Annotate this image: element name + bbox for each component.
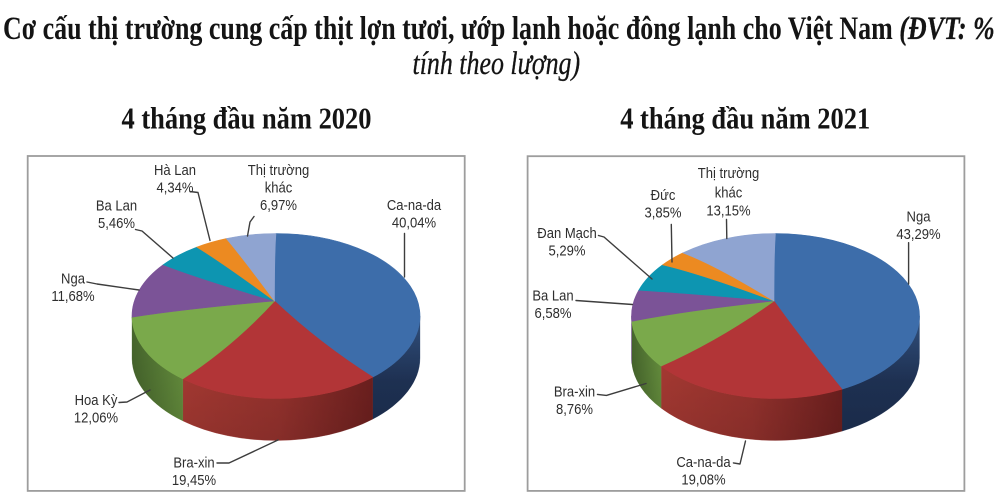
svg-text:6,97%: 6,97% bbox=[260, 196, 297, 213]
svg-text:Đan Mạch: Đan Mạch bbox=[537, 224, 596, 241]
svg-text:6,58%: 6,58% bbox=[535, 304, 572, 321]
svg-text:11,68%: 11,68% bbox=[51, 287, 94, 304]
svg-text:Nga: Nga bbox=[61, 270, 85, 287]
svg-text:khác: khác bbox=[715, 184, 743, 201]
svg-text:Ca-na-da: Ca-na-da bbox=[676, 453, 731, 470]
svg-text:19,45%: 19,45% bbox=[172, 471, 216, 488]
svg-text:8,76%: 8,76% bbox=[556, 400, 593, 417]
svg-text:19,08%: 19,08% bbox=[681, 471, 725, 488]
svg-text:Ba Lan: Ba Lan bbox=[532, 287, 573, 304]
svg-text:Cơ cấu thị trường cung cấp thị: Cơ cấu thị trường cung cấp thịt lợn tươi… bbox=[3, 11, 995, 47]
svg-text:13,15%: 13,15% bbox=[706, 201, 750, 218]
svg-text:Thị trường: Thị trường bbox=[698, 164, 759, 181]
svg-text:Hoa Kỳ: Hoa Kỳ bbox=[75, 391, 118, 408]
svg-text:Nga: Nga bbox=[907, 208, 931, 225]
svg-text:12,06%: 12,06% bbox=[74, 408, 118, 425]
svg-text:Bra-xin: Bra-xin bbox=[554, 382, 595, 399]
svg-text:Ba Lan: Ba Lan bbox=[96, 197, 137, 214]
svg-text:5,46%: 5,46% bbox=[98, 214, 135, 231]
svg-text:Ca-na-da: Ca-na-da bbox=[387, 196, 442, 213]
svg-text:tính theo lượng): tính theo lượng) bbox=[412, 46, 580, 82]
svg-text:5,29%: 5,29% bbox=[549, 241, 586, 258]
svg-text:Bra-xin: Bra-xin bbox=[173, 454, 214, 471]
svg-text:4,34%: 4,34% bbox=[157, 179, 194, 196]
svg-text:43,29%: 43,29% bbox=[896, 225, 940, 242]
svg-text:Thị trường: Thị trường bbox=[248, 161, 309, 178]
svg-text:3,85%: 3,85% bbox=[645, 203, 682, 220]
svg-text:4 tháng đầu năm 2020: 4 tháng đầu năm 2020 bbox=[122, 102, 372, 136]
svg-text:Đức: Đức bbox=[651, 186, 676, 203]
svg-text:4 tháng đầu năm 2021: 4 tháng đầu năm 2021 bbox=[620, 102, 870, 136]
svg-text:Hà Lan: Hà Lan bbox=[154, 161, 196, 178]
svg-text:khác: khác bbox=[265, 179, 293, 196]
svg-text:40,04%: 40,04% bbox=[392, 213, 436, 230]
